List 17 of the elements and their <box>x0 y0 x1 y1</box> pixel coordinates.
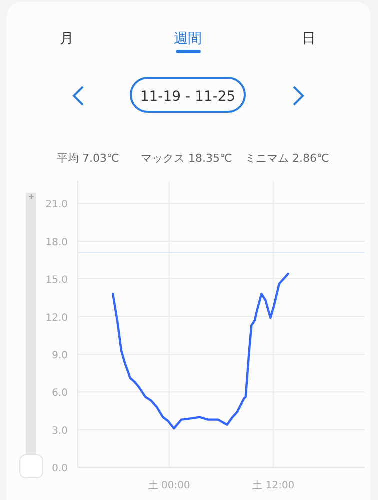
text: ミニマム 2.86℃ <box>245 152 330 165</box>
text: 月 <box>60 31 74 47</box>
y-tick-label: 0.0 <box>52 464 68 475</box>
y-tick-label: 18.0 <box>46 237 68 248</box>
y-tick-label: 9.0 <box>52 350 68 362</box>
y-tick-label: 15.0 <box>46 275 68 286</box>
y-tick-label: 21.0 <box>46 200 68 211</box>
y-tick-label: 3.0 <box>52 426 68 437</box>
chart-title: 11-19 - 11-25 <box>140 89 236 105</box>
text: マックス 18.35℃ <box>141 152 232 165</box>
x-tick-label: 土 12:00 <box>252 480 295 492</box>
y-tick-label: 6.0 <box>52 388 68 400</box>
x-tick-label: 土 00:00 <box>148 480 190 492</box>
text: 週間 <box>174 31 202 47</box>
y-tick-label: 12.0 <box>46 312 68 324</box>
text: 日 <box>302 31 316 47</box>
text: 平均 7.03℃ <box>57 152 120 165</box>
